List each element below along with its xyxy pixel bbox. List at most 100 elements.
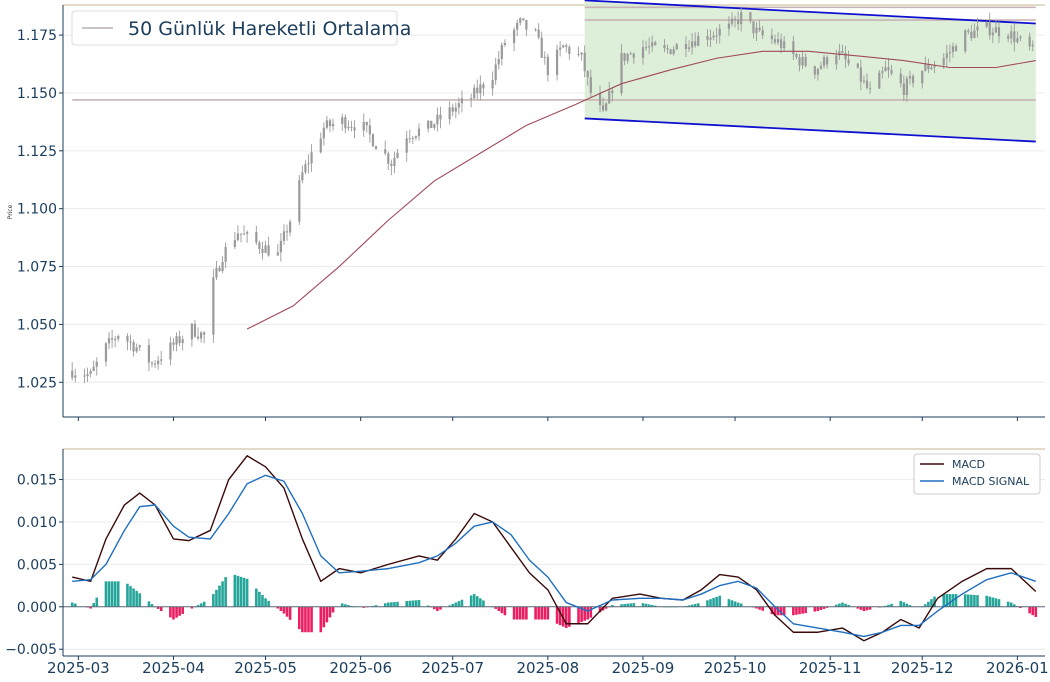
candle-body — [497, 59, 500, 65]
macd-histogram-bar — [150, 604, 154, 607]
candle — [497, 50, 500, 70]
macd-histogram-bar — [199, 603, 203, 607]
candle — [580, 52, 583, 61]
candle-body — [801, 56, 804, 66]
macd-histogram-bar — [218, 585, 221, 607]
candle-body — [770, 35, 773, 40]
candle — [602, 97, 605, 113]
candle-body — [798, 57, 801, 66]
candle — [433, 123, 436, 131]
candle — [1031, 40, 1034, 52]
candle — [341, 113, 344, 131]
macd-histogram-bar — [212, 594, 215, 607]
candle-body — [150, 362, 154, 364]
candle — [997, 21, 1001, 44]
macd-histogram-bar — [945, 594, 949, 607]
candle-body — [568, 47, 571, 54]
macd-histogram-bar — [641, 603, 645, 607]
candle — [740, 7, 743, 32]
candle-body — [611, 90, 614, 94]
macd-histogram-bar — [469, 595, 473, 607]
macd-histogram-bar — [727, 599, 731, 607]
candle-body — [408, 138, 411, 140]
candle — [83, 368, 86, 384]
macd-histogram-bar — [696, 603, 700, 607]
candle — [626, 52, 629, 64]
price-legend-label: 50 Günlük Hareketli Ortalama — [128, 18, 411, 40]
x-tick-label: 2025-10 — [704, 659, 767, 677]
macd-histogram-bar — [844, 603, 847, 607]
candle-body — [344, 117, 347, 129]
candle-body — [451, 107, 454, 112]
candle — [190, 322, 193, 347]
macd-legend-label: MACD SIGNAL — [952, 475, 1030, 488]
macd-histogram-bar — [715, 596, 718, 607]
candle — [368, 118, 371, 143]
candle — [172, 337, 175, 352]
macd-histogram-bar — [132, 588, 135, 607]
macd-histogram-bar — [175, 606, 178, 618]
candle — [773, 34, 777, 45]
macd-histogram-bar — [328, 606, 332, 618]
candle — [730, 12, 734, 27]
candle — [153, 360, 157, 368]
macd-histogram-bar — [110, 581, 114, 607]
macd-histogram-bar — [927, 601, 930, 607]
candle — [224, 242, 227, 269]
candle — [868, 81, 872, 95]
candle-body — [246, 232, 249, 234]
candle — [221, 256, 224, 274]
candle — [427, 120, 430, 133]
x-tick-label: 2025-04 — [142, 659, 205, 677]
macd-histogram-bar — [172, 606, 175, 620]
macd-histogram-bar — [383, 603, 387, 607]
candle — [878, 69, 881, 89]
macd-histogram-bar — [515, 606, 519, 620]
candle — [1028, 32, 1031, 51]
candle — [454, 102, 457, 119]
macd-histogram-bar — [690, 604, 694, 607]
candle — [586, 70, 589, 86]
candle — [347, 120, 350, 131]
candle — [258, 240, 261, 255]
candle-body — [117, 336, 120, 339]
candle-body — [196, 336, 200, 339]
macd-y-tick-label: −0.005 — [5, 642, 57, 658]
macd-histogram-bar — [396, 601, 399, 607]
macd-histogram-bar — [736, 602, 740, 607]
macd-line — [72, 455, 1037, 642]
macd-histogram-bar — [899, 600, 903, 607]
macd-histogram-bar — [890, 603, 893, 607]
macd-histogram-bar — [126, 583, 129, 607]
candle — [779, 33, 783, 54]
candle — [92, 360, 95, 372]
macd-histogram-bar — [653, 605, 657, 607]
macd-histogram-bar — [706, 600, 709, 607]
macd-legend: MACD MACD SIGNAL — [913, 453, 1041, 495]
candle — [611, 88, 614, 102]
candle-body — [362, 121, 365, 131]
price-y-tick-label: 1.175 — [17, 28, 57, 44]
candle-body — [666, 48, 669, 50]
macd-histogram-bar — [344, 604, 347, 607]
candle-body — [328, 120, 332, 127]
macd-histogram-bar — [994, 598, 998, 607]
candle-body — [559, 47, 562, 50]
candle — [178, 330, 181, 347]
candle — [157, 355, 160, 370]
candle-body — [672, 49, 675, 54]
candle-body — [887, 67, 890, 71]
candle-body — [218, 267, 221, 272]
candle — [537, 23, 540, 40]
candle — [325, 115, 329, 130]
candle — [319, 132, 322, 154]
candle-body — [1013, 31, 1016, 43]
macd-histogram-bar — [460, 599, 464, 607]
macd-histogram-bar — [1013, 604, 1016, 607]
x-tick-label: 2025-08 — [517, 659, 580, 677]
candle-body — [752, 21, 755, 34]
macd-histogram-bar — [954, 594, 958, 607]
candle-body — [1007, 36, 1010, 39]
macd-histogram-bar — [386, 602, 390, 607]
macd-histogram-bar — [242, 577, 246, 607]
